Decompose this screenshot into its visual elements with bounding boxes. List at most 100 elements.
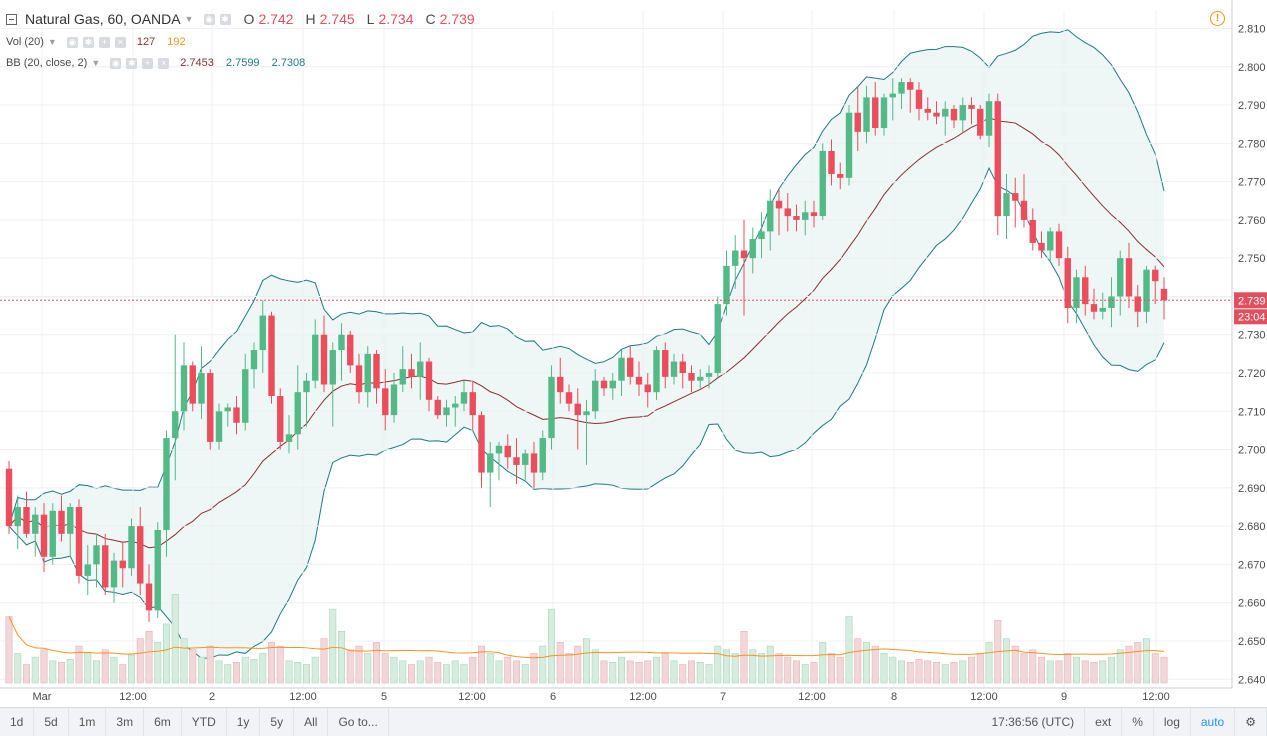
range-all-button[interactable]: All xyxy=(294,708,329,736)
candle-body xyxy=(329,350,336,385)
range-ytd-button[interactable]: YTD xyxy=(182,708,227,736)
x-tick-label: 8 xyxy=(891,691,897,703)
volume-bar xyxy=(959,660,967,684)
chevron-down-icon[interactable]: ▼ xyxy=(91,58,101,68)
candle-body xyxy=(670,361,678,377)
candle-body xyxy=(784,208,791,217)
candle-body xyxy=(933,112,940,117)
range-1m-button[interactable]: 1m xyxy=(69,708,107,736)
candle-body xyxy=(268,315,275,396)
volume-bar xyxy=(1038,656,1046,684)
symbol-title[interactable]: Natural Gas, 60, OANDA xyxy=(25,11,181,27)
candle-body xyxy=(530,453,538,473)
volume-bar xyxy=(714,645,722,684)
percent-button[interactable]: % xyxy=(1122,708,1154,736)
volume-bar xyxy=(504,656,512,684)
gear-icon[interactable]: ✱ xyxy=(219,13,231,25)
range-3m-button[interactable]: 3m xyxy=(106,708,145,736)
gear-icon[interactable]: ✱ xyxy=(126,57,138,69)
volume-bar xyxy=(897,660,905,684)
plus-icon[interactable]: + xyxy=(142,57,154,69)
time-label[interactable]: 17:36:56 (UTC) xyxy=(981,708,1086,736)
chevron-down-icon[interactable]: ▼ xyxy=(47,37,57,47)
candle-body xyxy=(285,434,293,442)
collapse-icon[interactable] xyxy=(6,13,17,25)
volume-bar xyxy=(1020,653,1028,684)
candle-body xyxy=(810,212,818,217)
range-5d-button[interactable]: 5d xyxy=(34,708,69,736)
candle-body xyxy=(215,411,223,442)
y-tick-label: 2.770 xyxy=(1238,177,1266,189)
volume-bar xyxy=(75,645,83,684)
low-value: 2.734 xyxy=(378,11,414,27)
y-tick-label: 2.800 xyxy=(1238,62,1266,74)
goto-button[interactable]: Go to... xyxy=(328,708,389,736)
volume-indicator-label[interactable]: Vol (20) xyxy=(6,36,44,48)
auto-button[interactable]: auto xyxy=(1191,708,1236,736)
candle-body xyxy=(1047,231,1054,251)
volume-bar xyxy=(854,638,862,684)
y-tick-label: 2.780 xyxy=(1238,138,1266,150)
chevron-down-icon[interactable]: ▼ xyxy=(184,14,194,24)
candle-body xyxy=(163,438,170,530)
volume-bar xyxy=(792,660,800,684)
price-chart[interactable]: 2.640 2.650 2.660 2.670 2.680 2.690 2.700 2.710… xyxy=(0,0,1267,708)
candle-body xyxy=(635,376,643,385)
range-1y-button[interactable]: 1y xyxy=(227,708,261,736)
candle-body xyxy=(793,216,800,220)
volume-bar xyxy=(84,653,92,684)
candle-body xyxy=(583,411,590,416)
candle-body xyxy=(688,373,695,381)
candle-body xyxy=(968,105,975,109)
log-button[interactable]: log xyxy=(1154,708,1191,736)
candle-body xyxy=(250,350,258,370)
close-value: 2.739 xyxy=(439,11,475,27)
volume-bar xyxy=(1029,649,1037,684)
volume-bar xyxy=(679,664,687,684)
warning-icon[interactable]: ! xyxy=(1210,11,1225,26)
volume-bar xyxy=(346,649,354,684)
gear-icon[interactable]: ✱ xyxy=(82,36,94,48)
candle-body xyxy=(102,545,109,588)
eye-icon[interactable]: ◉ xyxy=(66,36,78,48)
y-tick-label: 2.750 xyxy=(1238,253,1266,265)
volume-bar xyxy=(880,653,888,684)
volume-bar xyxy=(574,645,582,684)
volume-bar xyxy=(1160,656,1168,684)
candle-body xyxy=(565,392,573,404)
volume-bar xyxy=(22,664,30,684)
close-icon[interactable]: × xyxy=(158,57,170,69)
volume-bar xyxy=(609,662,617,684)
x-tick-label: 12:00 xyxy=(458,691,486,703)
range-1d-button[interactable]: 1d xyxy=(0,708,35,736)
volume-bar xyxy=(565,653,573,684)
volume-bar xyxy=(119,664,127,684)
x-tick-label: 6 xyxy=(550,691,556,703)
candle-body xyxy=(452,403,459,408)
volume-bar xyxy=(731,653,739,684)
volume-bar xyxy=(889,656,897,684)
volume-bar xyxy=(49,660,57,684)
volume-bar xyxy=(372,642,380,684)
y-tick-label: 2.680 xyxy=(1238,521,1266,533)
eye-icon[interactable]: ◉ xyxy=(203,13,215,25)
candle-body xyxy=(373,353,380,389)
volume-bar xyxy=(407,664,415,684)
candle-body xyxy=(198,373,205,404)
eye-icon[interactable]: ◉ xyxy=(110,57,122,69)
range-6m-button[interactable]: 6m xyxy=(144,708,182,736)
candle-body xyxy=(1012,193,1019,201)
candle-body xyxy=(574,403,581,416)
close-icon[interactable]: × xyxy=(114,36,126,48)
volume-bar xyxy=(57,662,65,684)
plus-icon[interactable]: + xyxy=(98,36,110,48)
ext-button[interactable]: ext xyxy=(1085,708,1123,736)
bb-indicator-label[interactable]: BB (20, close, 2) xyxy=(6,57,88,69)
volume-bar xyxy=(40,649,48,684)
candle-body xyxy=(994,101,1001,217)
range-5y-button[interactable]: 5y xyxy=(260,708,295,736)
x-tick-label: 7 xyxy=(720,691,726,703)
settings-gear-icon[interactable]: ⚙ xyxy=(1235,708,1267,736)
volume-bar xyxy=(451,660,459,684)
candle-body xyxy=(110,560,118,588)
